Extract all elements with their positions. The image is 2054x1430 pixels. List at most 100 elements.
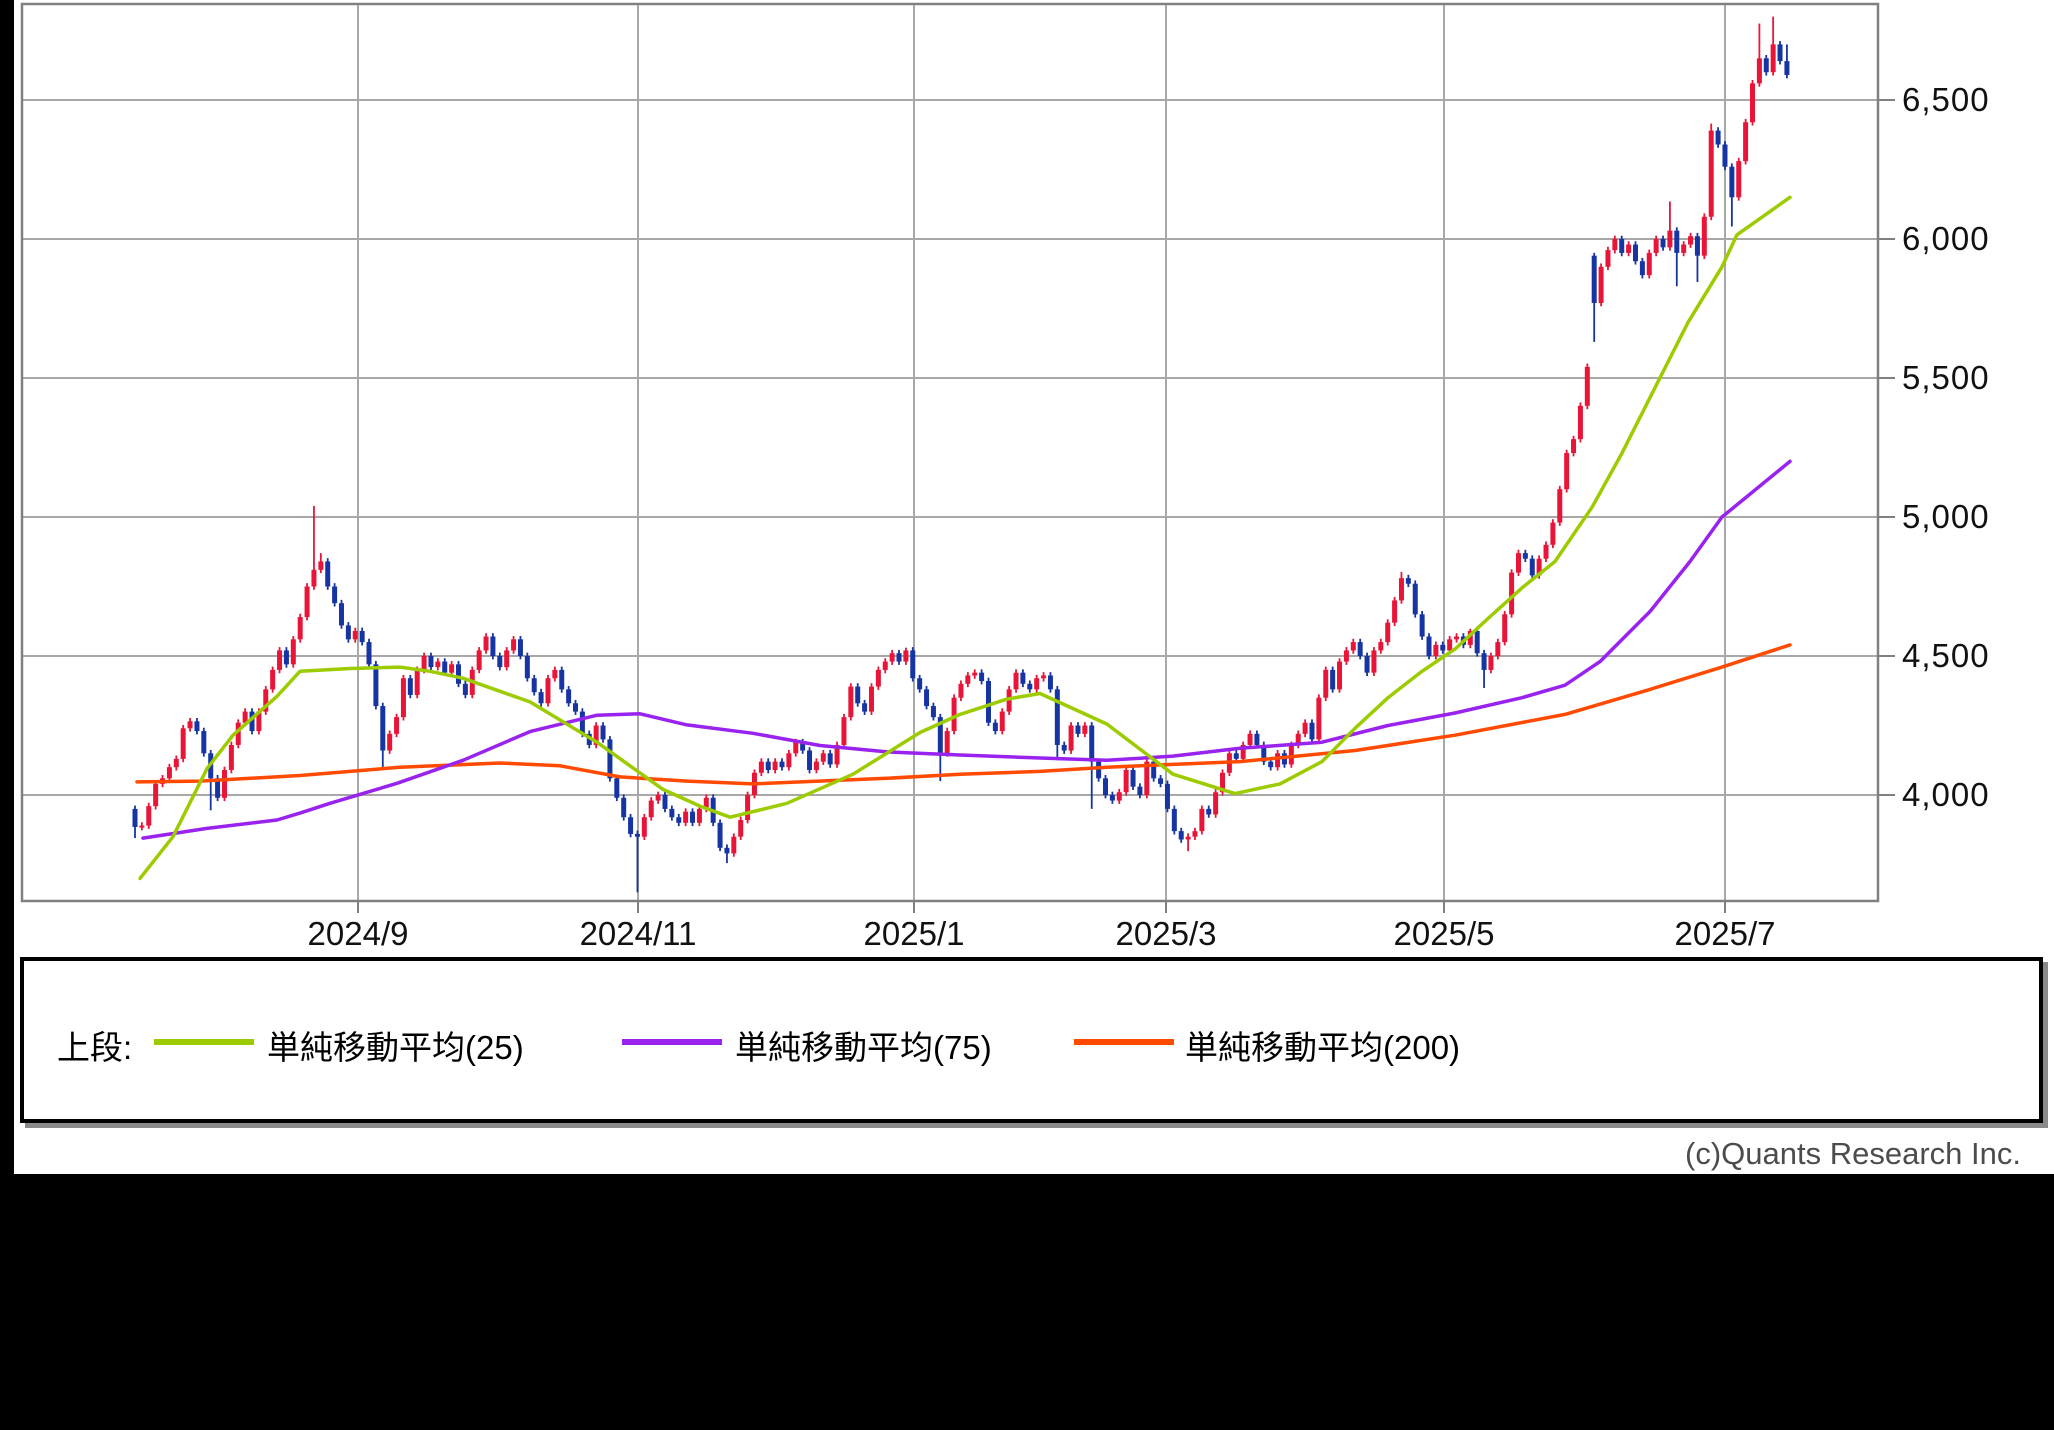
candle-body [566, 689, 572, 704]
candle-body [1660, 239, 1666, 248]
candle-body [1309, 722, 1315, 740]
candle-body [1192, 831, 1198, 837]
candle-body [504, 650, 510, 668]
y-axis-label: 6,500 [1902, 81, 1990, 118]
candle-body [765, 761, 771, 770]
candle-body [1254, 733, 1260, 745]
candle-body [304, 586, 310, 618]
candle-body [1646, 252, 1652, 276]
x-axis-label: 2025/1 [863, 915, 965, 952]
legend-box: 上段: 単純移動平均(25) 単純移動平均(75) 単純移動平均(200) [20, 957, 2043, 1123]
candle-body [930, 706, 936, 718]
candle-body [875, 669, 881, 687]
candle-body [1295, 733, 1301, 745]
candle-body [917, 678, 923, 690]
candle-body [634, 833, 640, 837]
candle-body [1144, 761, 1150, 795]
legend-prefix: 上段: [57, 1029, 133, 1066]
candle-body [1185, 836, 1191, 840]
candle-body [868, 686, 874, 712]
candle-body [1591, 255, 1597, 303]
candle-body [1275, 753, 1281, 768]
candle-body [1502, 614, 1508, 643]
candle-body [352, 630, 358, 640]
candle-body [414, 669, 420, 695]
candle-body [290, 639, 296, 665]
sma25-line-swatch [154, 1039, 254, 1045]
legend-label-sma200: 単純移動平均(200) [1185, 1029, 1461, 1066]
candle-body [1419, 614, 1425, 637]
candle-body [1598, 266, 1604, 303]
candle-body [173, 758, 179, 768]
candle-body [1550, 522, 1556, 545]
candle-body [1605, 250, 1611, 267]
candle-body [951, 697, 957, 732]
candle-body [1612, 239, 1618, 251]
candle-body [820, 753, 826, 762]
candle-body [1674, 230, 1680, 253]
y-axis-label: 4,000 [1902, 776, 1990, 813]
candle-body [311, 569, 317, 587]
candle-body [1247, 733, 1253, 745]
candle-body [1013, 672, 1019, 690]
candle-body [1268, 761, 1274, 768]
candle-body [807, 750, 813, 770]
candle-body [641, 817, 647, 837]
left-black-bar [0, 0, 14, 1174]
candle-body [462, 683, 468, 695]
x-axis-label: 2024/11 [579, 915, 697, 952]
y-axis-label: 5,000 [1902, 498, 1990, 535]
x-axis-label: 2025/5 [1393, 915, 1495, 952]
candle-body [407, 678, 413, 695]
candle-body [456, 664, 462, 684]
candle-body [862, 703, 868, 712]
candle-body [283, 650, 289, 665]
candle-body [132, 808, 138, 827]
candle-body [345, 625, 351, 640]
candle-body [1075, 725, 1081, 734]
candle-body [1213, 792, 1219, 815]
candle-body [1027, 683, 1033, 690]
candle-body [277, 650, 283, 670]
candle-body [593, 725, 599, 745]
candle-body [1777, 44, 1783, 62]
candle-body [1701, 216, 1707, 256]
candle-body [1522, 553, 1528, 559]
candle-body [1330, 669, 1336, 690]
candle-body [1736, 161, 1742, 198]
candle-body [394, 717, 400, 734]
candle-body [1481, 653, 1487, 670]
candle-body [325, 561, 331, 587]
candle-body [944, 731, 950, 754]
candle-body [999, 711, 1005, 732]
candle-body [194, 721, 200, 732]
candle-body [1750, 83, 1756, 123]
candle-body [221, 769, 227, 798]
candle-body [965, 675, 971, 684]
candle-body [1371, 650, 1377, 673]
candle-body [1220, 772, 1226, 793]
candle-body [1564, 453, 1570, 490]
candle-body [882, 661, 888, 670]
candle-body [573, 703, 579, 712]
candle-body [621, 797, 627, 818]
candle-body [786, 753, 792, 768]
candle-body [1357, 642, 1363, 656]
candle-body [985, 681, 991, 723]
candle-body [215, 778, 221, 798]
candle-body [745, 795, 751, 821]
candle-body [1034, 678, 1040, 690]
candle-body [490, 636, 496, 656]
candle-body [1639, 261, 1645, 276]
legend-label-sma75: 単純移動平均(75) [735, 1029, 992, 1066]
candle-body [1323, 669, 1329, 698]
y-axis-label: 5,500 [1902, 359, 1990, 396]
candle-body [531, 678, 537, 693]
candle-body [1288, 744, 1294, 765]
sma75-line-swatch [622, 1039, 722, 1045]
candle-body [1061, 744, 1067, 751]
candle-body [1199, 808, 1205, 832]
candle-body [1041, 675, 1047, 679]
candle-body [1467, 630, 1473, 645]
candle-body [1584, 366, 1590, 406]
